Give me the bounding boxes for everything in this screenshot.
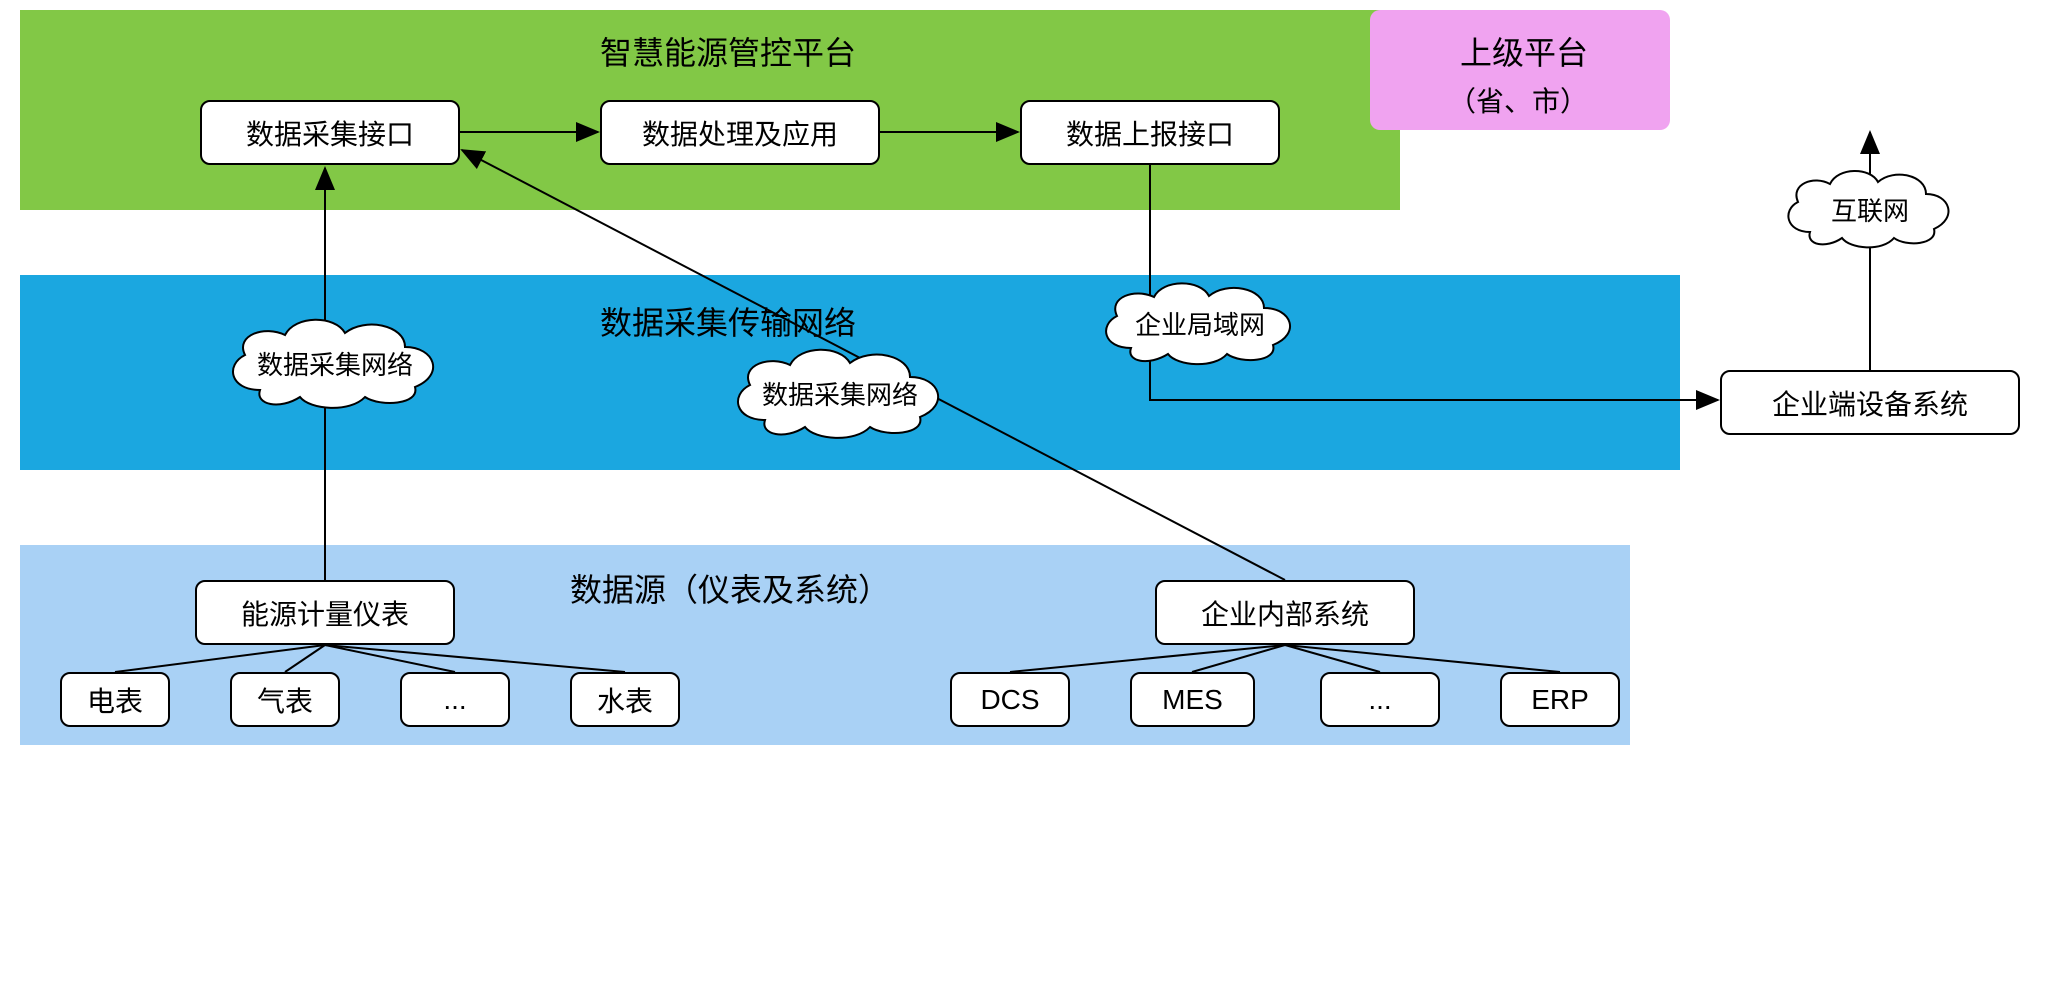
box-sys-dcs: DCS	[950, 672, 1070, 727]
cloud-enterprise-lan: 企业局域网	[1085, 270, 1315, 370]
cloud-label-4: 互联网	[1770, 191, 1970, 228]
box-system-group: 企业内部系统	[1155, 580, 1415, 645]
box-process-app: 数据处理及应用	[600, 100, 880, 165]
box-collect-interface: 数据采集接口	[200, 100, 460, 165]
cloud-label-1: 数据采集网络	[210, 345, 460, 382]
title-upper: 上级平台	[1460, 28, 1588, 74]
box-report-interface: 数据上报接口	[1020, 100, 1280, 165]
box-meter-dots: ...	[400, 672, 510, 727]
box-meter-gas: 气表	[230, 672, 340, 727]
cloud-label-2: 数据采集网络	[715, 375, 965, 412]
cloud-collect-net-1: 数据采集网络	[210, 305, 460, 415]
title-datasource: 数据源（仪表及系统）	[570, 565, 890, 611]
cloud-label-3: 企业局域网	[1085, 305, 1315, 342]
box-sys-mes: MES	[1130, 672, 1255, 727]
box-meter-water: 水表	[570, 672, 680, 727]
box-sys-erp: ERP	[1500, 672, 1620, 727]
cloud-collect-net-2: 数据采集网络	[715, 335, 965, 445]
box-sys-dots: ...	[1320, 672, 1440, 727]
cloud-internet: 互联网	[1770, 158, 1970, 253]
subtitle-upper: （省、市）	[1448, 80, 1588, 120]
box-meter-elec: 电表	[60, 672, 170, 727]
title-platform: 智慧能源管控平台	[600, 28, 856, 74]
box-meter-group: 能源计量仪表	[195, 580, 455, 645]
box-enterprise-device: 企业端设备系统	[1720, 370, 2020, 435]
